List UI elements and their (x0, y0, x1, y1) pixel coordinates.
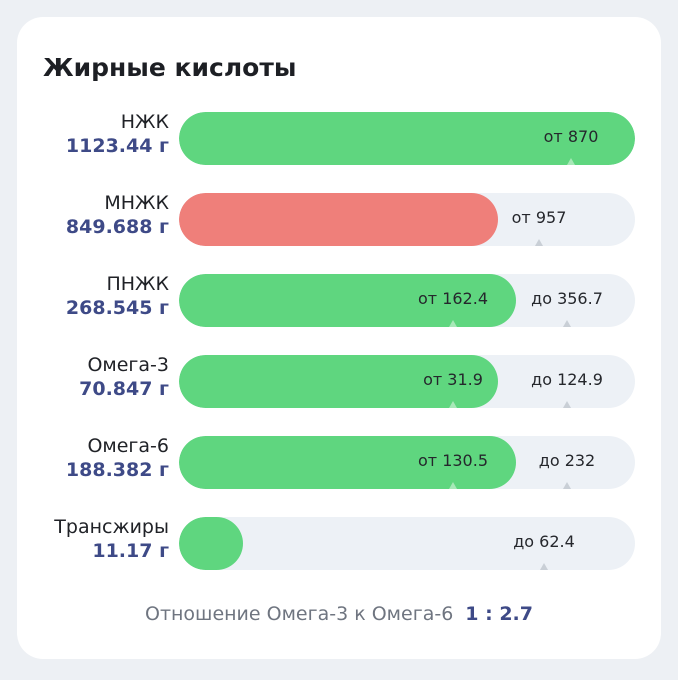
progress-fill (179, 517, 243, 570)
nutrient-label: МНЖК 849.688 г (66, 191, 169, 239)
nutrient-amount: 1123.44 г (65, 135, 169, 157)
nutrient-row: ПНЖК 268.545 г от 162.4 до 356.7 (17, 272, 661, 330)
nutrient-label: Трансжиры 11.17 г (54, 515, 169, 563)
threshold-triangle-icon (540, 563, 548, 570)
threshold-label: до 62.4 (513, 532, 575, 551)
progress-track: от 130.5 до 232 (179, 436, 635, 489)
progress-fill (179, 436, 516, 489)
progress-track: от 31.9 до 124.9 (179, 355, 635, 408)
progress-fill (179, 355, 498, 408)
progress-track: от 870 (179, 112, 635, 165)
threshold-label: от 130.5 (418, 451, 488, 470)
threshold-label: от 870 (543, 127, 599, 146)
nutrient-name: Трансжиры (54, 516, 169, 538)
omega-ratio-label: Отношение Омега-3 к Омега-6 (144, 603, 454, 625)
threshold-label: до 356.7 (531, 289, 603, 308)
nutrient-amount: 849.688 г (65, 216, 169, 238)
threshold-label: от 162.4 (418, 289, 488, 308)
nutrient-amount: 188.382 г (65, 459, 169, 481)
threshold-triangle-icon (535, 239, 543, 246)
nutrient-row: Омега-3 70.847 г от 31.9 до 124.9 (17, 353, 661, 411)
threshold-triangle-icon (567, 158, 575, 165)
progress-track: от 162.4 до 356.7 (179, 274, 635, 327)
nutrient-label: Омега-3 70.847 г (79, 353, 169, 401)
threshold-triangle-icon (563, 401, 571, 408)
nutrient-row: МНЖК 849.688 г от 957 (17, 191, 661, 249)
progress-track: до 62.4 (179, 517, 635, 570)
threshold-triangle-icon (563, 482, 571, 489)
threshold-triangle-icon (449, 482, 457, 489)
threshold-label: до 124.9 (531, 370, 603, 389)
omega-ratio-value: 1 : 2.7 (465, 603, 533, 625)
fatty-acids-card: Жирные кислоты НЖК 1123.44 г от 870 МНЖК 849… (17, 17, 661, 659)
omega-ratio: Отношение Омега-3 к Омега-6 1 : 2.7 (17, 603, 661, 625)
nutrient-name: ПНЖК (106, 273, 169, 295)
progress-fill (179, 112, 635, 165)
nutrient-name: Омега-3 (87, 354, 169, 376)
nutrient-row: Омега-6 188.382 г от 130.5 до 232 (17, 434, 661, 492)
threshold-label: до 232 (538, 451, 596, 470)
card-title: Жирные кислоты (43, 53, 297, 82)
progress-track: от 957 (179, 193, 635, 246)
progress-fill (179, 193, 498, 246)
threshold-label: от 31.9 (423, 370, 483, 389)
threshold-label: от 957 (511, 208, 567, 227)
nutrient-name: Омега-6 (87, 435, 169, 457)
progress-fill (179, 274, 516, 327)
threshold-triangle-icon (449, 401, 457, 408)
nutrient-label: Омега-6 188.382 г (66, 434, 169, 482)
threshold-triangle-icon (449, 320, 457, 327)
nutrient-amount: 70.847 г (79, 378, 169, 400)
nutrient-label: НЖК 1123.44 г (66, 110, 169, 158)
nutrient-label: ПНЖК 268.545 г (66, 272, 169, 320)
nutrient-row: НЖК 1123.44 г от 870 (17, 110, 661, 168)
nutrient-name: НЖК (120, 111, 169, 133)
threshold-triangle-icon (563, 320, 571, 327)
nutrient-row: Трансжиры 11.17 г до 62.4 (17, 515, 661, 573)
nutrient-name: МНЖК (104, 192, 169, 214)
nutrient-amount: 268.545 г (65, 297, 169, 319)
nutrient-amount: 11.17 г (92, 540, 169, 562)
